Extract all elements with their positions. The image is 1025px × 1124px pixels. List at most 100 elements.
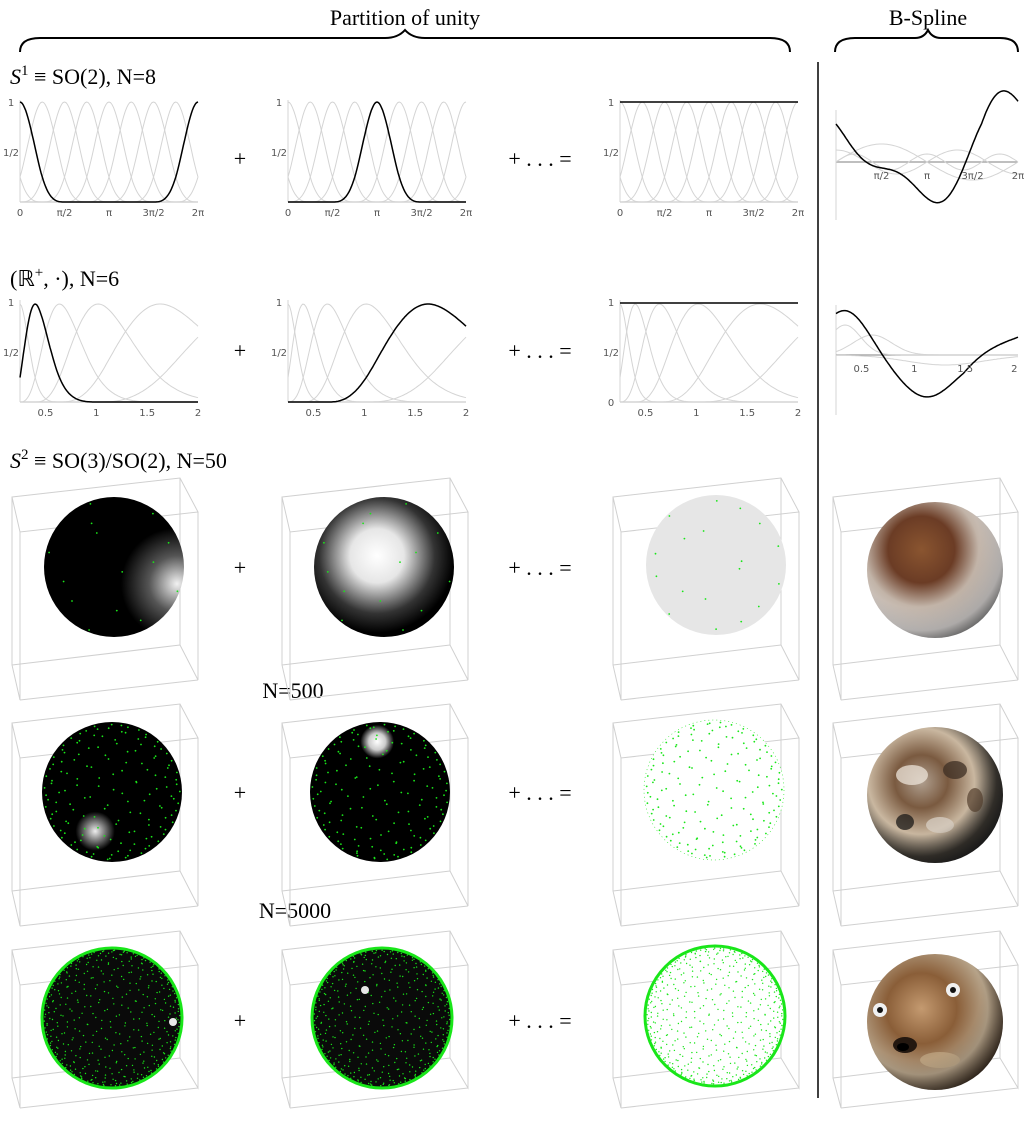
node-point [97,966,100,968]
node-point [143,1051,145,1053]
node-points [645,721,783,859]
node-point [703,1023,705,1025]
node-point [66,967,69,969]
node-point [702,1077,704,1079]
node-point [100,959,103,961]
basis-curve [20,101,198,203]
node-point [648,1010,650,1012]
node-point [692,739,694,741]
node-point [402,993,405,995]
node-point [73,1061,75,1063]
node-point [54,1051,57,1054]
node-point [65,820,67,823]
node-point [350,958,352,960]
node-point [440,985,442,988]
node-point [120,724,123,727]
node-point [55,1036,58,1038]
node-point [682,1055,684,1058]
node-point [683,995,686,997]
node-point [338,1054,340,1057]
node-point [89,503,92,505]
node-point [120,842,122,845]
node-point [80,1076,83,1078]
node-point [732,1015,734,1018]
node-point [163,1053,166,1055]
node-point [364,1078,366,1081]
node-point [365,951,367,953]
basis-curve [288,303,466,403]
node-point [741,1031,743,1034]
node-point [721,959,724,961]
node-point [403,956,405,958]
node-point [64,1057,66,1060]
node-point [690,1061,692,1064]
node-point [327,1051,330,1053]
node-point [55,810,58,813]
node-point [720,814,723,817]
node-point [117,819,120,822]
node-point [59,829,62,832]
node-point [137,738,140,740]
node-point [49,817,52,820]
node-point [159,805,161,807]
basis-curve [620,101,798,203]
node-point [680,1020,683,1023]
node-point [161,1009,164,1012]
sphere-panel-n50-basis-a [11,477,199,701]
node-point [385,749,388,752]
node-point [662,1040,664,1043]
node-point [718,726,721,729]
node-point [744,963,746,965]
node-point [766,1052,768,1054]
node-point [115,1015,118,1017]
node-point [364,980,366,983]
node-point [95,1070,97,1072]
node-point [653,1006,655,1009]
node-point [712,1079,714,1081]
node-point [777,778,780,781]
node-point [65,979,68,981]
node-point [717,1019,719,1021]
node-point [60,982,63,984]
node-point [360,953,362,955]
node-point [692,724,695,727]
node-point [136,954,138,957]
x-tick-label: 0 [285,208,291,219]
node-point [110,1084,112,1086]
node-point [46,1038,49,1040]
node-point [177,802,180,805]
node-point [76,741,79,744]
node-point [371,845,374,848]
partition-header: Partition of unity [19,5,791,53]
node-point [713,1065,715,1067]
sphere-panel-n5000-basis-a [11,930,199,1109]
node-point [686,843,689,846]
node-point [781,1015,783,1017]
node-point [775,987,778,990]
node-point [124,856,127,859]
node-point [694,985,696,988]
node-point [419,1066,421,1069]
node-point [76,784,78,787]
node-point [421,1072,423,1074]
node-point [391,950,394,952]
bspline-sphere-n50 [832,477,1019,701]
node-point [153,1063,155,1065]
node-point [360,1081,362,1084]
node-point [442,1039,444,1041]
node-point [668,816,671,819]
y-tick-label: 1 [8,98,14,109]
node-point [662,1018,664,1020]
node-point [92,977,94,979]
node-point [681,1071,683,1074]
node-point [115,609,118,612]
basis-curve [19,101,199,203]
node-point [164,1002,167,1004]
node-point [176,1028,178,1030]
node-point [406,1057,408,1060]
plus-dots-equals: + . . . = [508,146,571,171]
node-point [753,740,756,743]
node-point [646,802,649,805]
node-point [437,1034,439,1037]
x-tick-label: π [106,208,112,219]
